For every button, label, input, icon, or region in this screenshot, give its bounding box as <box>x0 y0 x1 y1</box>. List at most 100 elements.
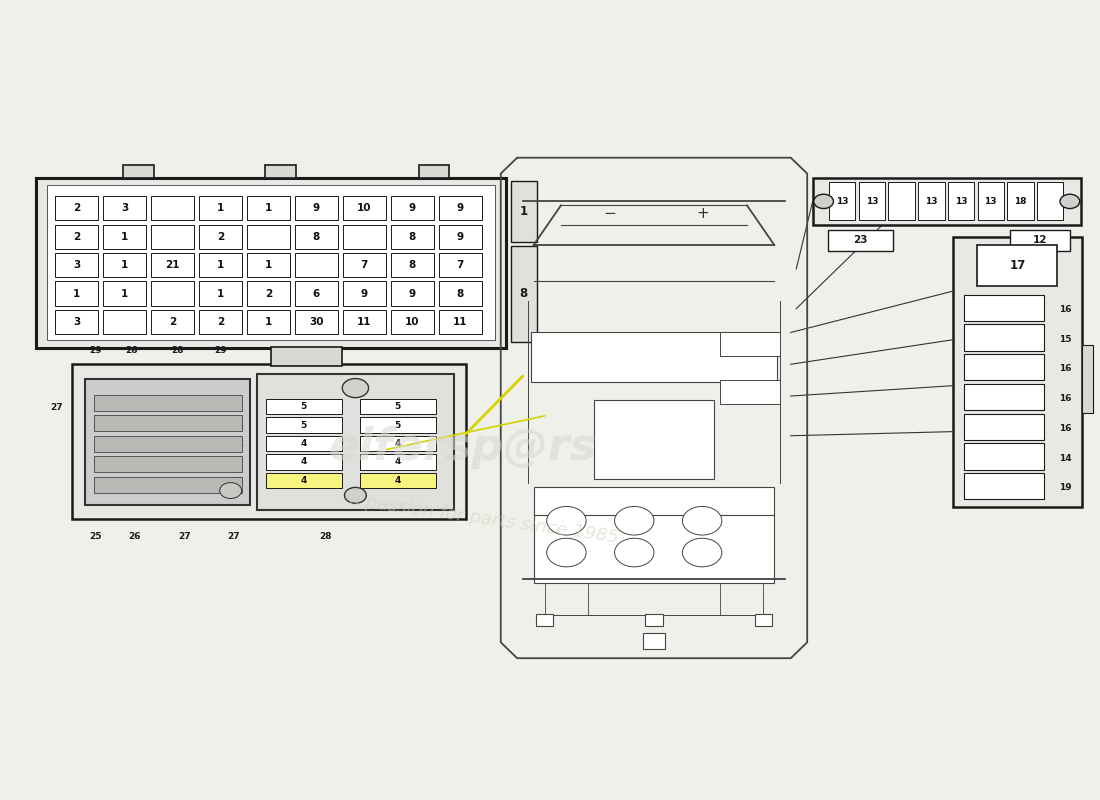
Text: 2: 2 <box>217 232 224 242</box>
Bar <box>265 165 296 178</box>
Text: 8: 8 <box>408 260 416 270</box>
Text: 5: 5 <box>300 402 307 411</box>
Text: 1: 1 <box>217 203 224 214</box>
Bar <box>755 614 772 626</box>
Bar <box>46 186 495 341</box>
Bar <box>390 253 433 277</box>
Text: 1: 1 <box>121 260 129 270</box>
Bar <box>103 225 146 249</box>
Bar <box>85 378 251 505</box>
Bar <box>1082 345 1092 413</box>
Text: 25: 25 <box>89 532 102 541</box>
Bar <box>510 181 537 242</box>
Bar <box>199 196 242 220</box>
Text: 29: 29 <box>261 418 273 428</box>
Bar <box>360 398 436 414</box>
Bar <box>813 178 1081 226</box>
Text: 28: 28 <box>172 346 184 354</box>
Text: 27: 27 <box>51 403 63 412</box>
Bar <box>151 253 195 277</box>
Bar <box>55 225 98 249</box>
Bar <box>1011 230 1070 250</box>
Text: 19: 19 <box>1059 483 1071 492</box>
Text: 4: 4 <box>300 439 307 448</box>
Bar <box>35 178 506 348</box>
Text: 1: 1 <box>74 289 80 298</box>
Bar <box>35 178 506 348</box>
Text: 2: 2 <box>169 317 176 327</box>
Bar <box>594 400 714 479</box>
Text: 9: 9 <box>361 289 367 298</box>
Bar <box>343 310 386 334</box>
Bar <box>964 443 1044 470</box>
Text: 8: 8 <box>408 232 416 242</box>
Text: −: − <box>604 206 617 221</box>
Bar <box>828 230 893 250</box>
Text: 11: 11 <box>453 317 468 327</box>
Text: 1: 1 <box>265 203 272 214</box>
Bar <box>55 253 98 277</box>
Bar <box>977 245 1057 286</box>
Text: 18: 18 <box>1014 197 1026 206</box>
Bar <box>531 333 777 382</box>
Text: 1: 1 <box>265 317 272 327</box>
Text: 2: 2 <box>217 317 224 327</box>
Text: 22: 22 <box>231 404 244 413</box>
Bar <box>103 253 146 277</box>
Text: 14: 14 <box>1059 454 1071 462</box>
Text: 13: 13 <box>955 197 967 206</box>
Bar <box>103 196 146 220</box>
Circle shape <box>615 506 654 535</box>
Text: 20: 20 <box>231 422 244 431</box>
Bar <box>295 310 338 334</box>
Bar <box>55 196 98 220</box>
Text: 10: 10 <box>358 203 372 214</box>
Bar <box>123 165 154 178</box>
Bar <box>199 253 242 277</box>
Text: 17: 17 <box>1009 259 1025 272</box>
Bar <box>439 196 482 220</box>
Bar <box>390 225 433 249</box>
Bar <box>964 325 1044 350</box>
Text: 27: 27 <box>228 532 240 541</box>
Bar <box>271 346 342 366</box>
Bar <box>343 225 386 249</box>
Bar <box>295 253 338 277</box>
Circle shape <box>1060 194 1080 209</box>
Bar <box>266 418 342 433</box>
Text: 1: 1 <box>121 232 129 242</box>
Circle shape <box>344 487 366 503</box>
Text: 16: 16 <box>1059 305 1071 314</box>
Bar <box>248 282 290 306</box>
Text: 1: 1 <box>217 289 224 298</box>
Text: 27: 27 <box>178 532 190 541</box>
Text: 8: 8 <box>312 232 320 242</box>
Circle shape <box>814 194 834 209</box>
Text: 23: 23 <box>854 235 868 246</box>
Text: 2: 2 <box>74 203 80 214</box>
Text: 4: 4 <box>300 476 307 485</box>
Bar <box>536 614 553 626</box>
Text: 13: 13 <box>925 197 937 206</box>
Text: 2: 2 <box>74 232 80 242</box>
Bar <box>257 374 454 510</box>
Text: 16: 16 <box>1059 424 1071 433</box>
Bar <box>248 196 290 220</box>
Text: 4: 4 <box>395 439 402 448</box>
Text: 9: 9 <box>456 232 464 242</box>
Bar <box>103 310 146 334</box>
Bar <box>151 196 195 220</box>
Text: 9: 9 <box>409 203 416 214</box>
Bar <box>964 414 1044 440</box>
Text: 2: 2 <box>265 289 272 298</box>
Text: 24: 24 <box>231 441 244 450</box>
Bar <box>964 384 1044 410</box>
Text: 1: 1 <box>265 260 272 270</box>
Text: 13: 13 <box>836 197 848 206</box>
Bar <box>390 310 433 334</box>
Text: 12: 12 <box>1033 235 1047 246</box>
Circle shape <box>547 506 586 535</box>
Text: +: + <box>696 206 710 221</box>
Bar <box>419 165 449 178</box>
Bar <box>248 310 290 334</box>
